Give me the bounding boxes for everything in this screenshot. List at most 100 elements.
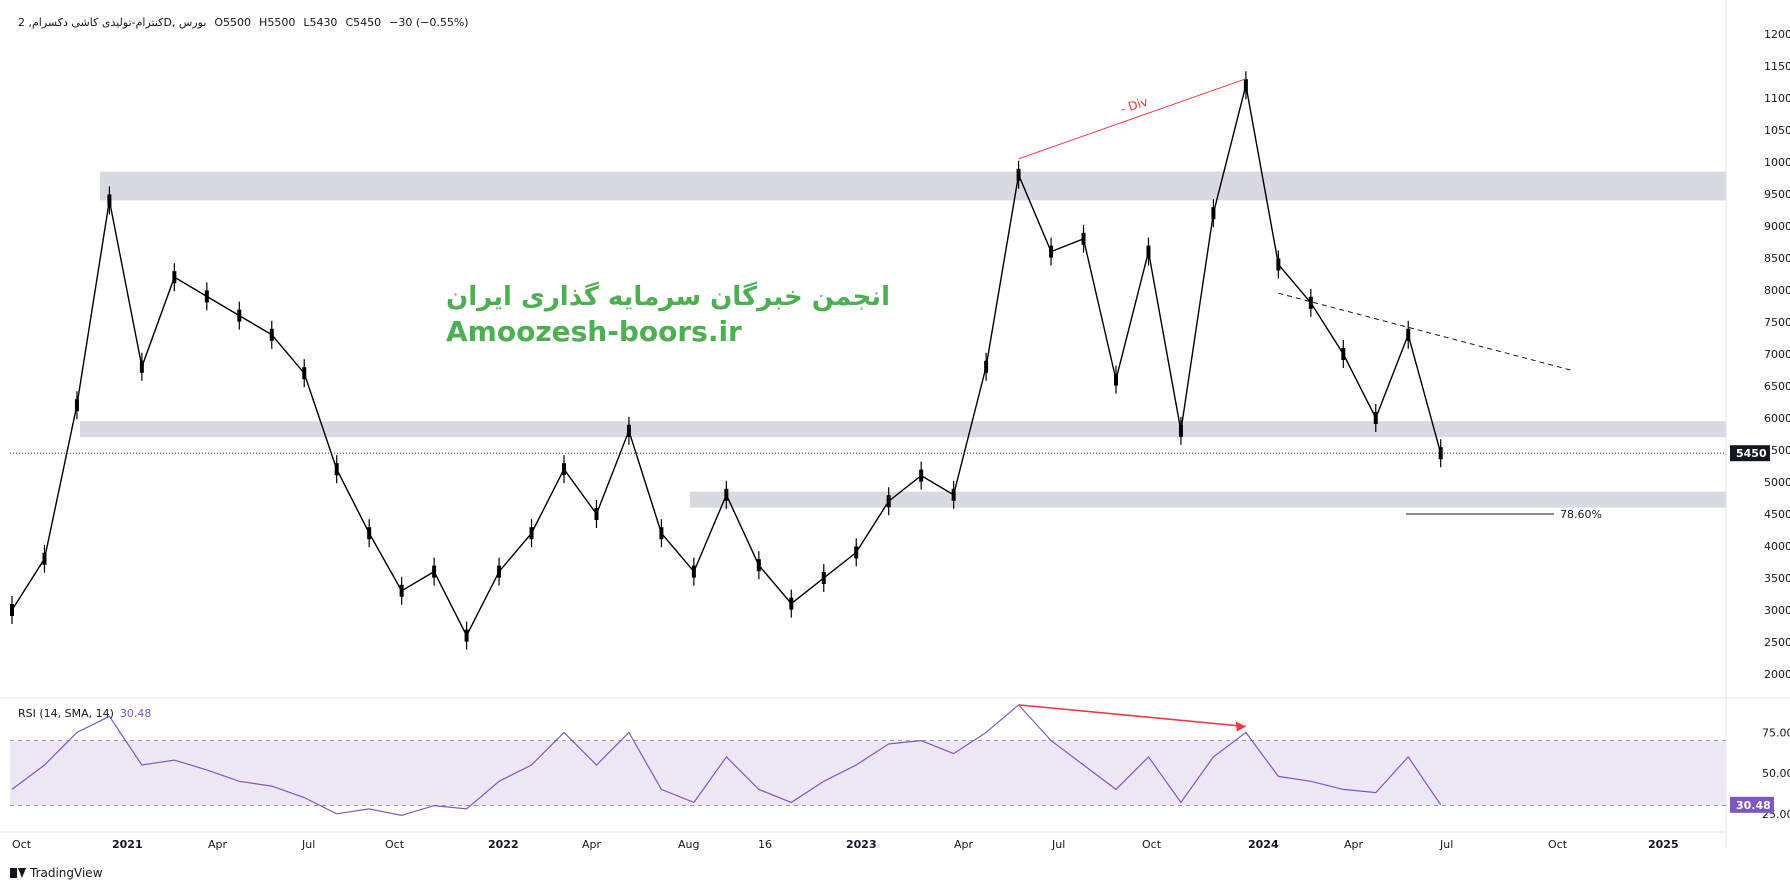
price-tick-5500: 5500 <box>1764 444 1790 457</box>
price-candle-21 <box>691 565 696 578</box>
price-candle-34 <box>1114 373 1118 386</box>
symbol-header: کنترام-تولیدی کاشی دکسرام, 2D, بورس O550… <box>18 16 469 29</box>
price-candle-4 <box>139 360 144 373</box>
watermark-site: Amoozesh-boors.ir <box>446 315 742 348</box>
price-tick-8500: 8500 <box>1764 252 1790 265</box>
divergence-label: - Div <box>1119 95 1150 117</box>
price-candle-11 <box>367 527 372 540</box>
price-candle-26 <box>854 546 859 559</box>
rsi-divergence-arrow <box>1018 704 1246 728</box>
time-tick-0: Oct <box>12 838 32 851</box>
ohlc-low: L5430 <box>303 16 338 29</box>
rsi-tick-75: 75.00 <box>1762 727 1790 740</box>
time-tick-12: Oct <box>1142 838 1162 851</box>
price-tick-10500: 10500 <box>1764 124 1790 137</box>
price-tick-3000: 3000 <box>1764 604 1790 617</box>
price-candle-3 <box>107 194 112 207</box>
price-candle-32 <box>1049 245 1054 258</box>
price-candle-12 <box>399 584 404 597</box>
time-tick-1: 2021 <box>112 838 143 851</box>
price-tick-10000: 10000 <box>1764 156 1790 169</box>
price-line <box>11 85 1442 638</box>
price-candle-28 <box>919 469 924 482</box>
ohlc-close: C5450 <box>345 16 382 29</box>
price-candle-6 <box>204 290 209 303</box>
rsi-line <box>11 704 1442 817</box>
price-candle-24 <box>789 597 794 610</box>
time-tick-4: Oct <box>385 838 405 851</box>
rsi-value-badge <box>1730 796 1774 813</box>
price-tick-2000: 2000 <box>1764 668 1790 681</box>
support-resistance-zones <box>80 171 1726 508</box>
price-tick-12000: 12000 <box>1764 28 1790 41</box>
price-candle-33 <box>1081 232 1086 245</box>
price-candle-37 <box>1211 207 1216 220</box>
price-candle-1 <box>42 552 47 565</box>
time-tick-9: 2023 <box>846 838 877 851</box>
price-candle-36 <box>1178 424 1183 437</box>
price-tick-11000: 11000 <box>1764 92 1790 105</box>
price-candle-10 <box>334 463 339 476</box>
price-candle-2 <box>74 399 79 412</box>
rsi-tick-50: 50.00 <box>1762 767 1790 780</box>
price-candle-20 <box>659 527 664 540</box>
price-candle-31 <box>1016 168 1021 181</box>
watermark-persian: انجمن خبرگان سرمایه گذاری ایران <box>446 282 890 312</box>
price-candle-25 <box>821 572 826 584</box>
price-candle-42 <box>1373 412 1378 424</box>
time-tick-16: Oct <box>1548 838 1568 851</box>
price-candle-27 <box>886 495 891 508</box>
rsi-band <box>10 740 1726 806</box>
price-tick-7000: 7000 <box>1764 348 1790 361</box>
time-axis[interactable]: Oct 2021 Apr Jul Oct 2022 Apr Aug 16 2023 Apr Jul Oc… <box>0 831 1726 851</box>
time-tick-3: Jul <box>301 838 315 851</box>
tradingview-logo-icon <box>10 868 26 878</box>
zone-1 <box>80 421 1726 438</box>
price-candle-15 <box>497 565 502 578</box>
time-tick-11: Jul <box>1051 838 1065 851</box>
footer-brand[interactable]: TradingView <box>10 866 103 880</box>
ohlc-open: O5500 <box>214 16 252 29</box>
price-candle-17 <box>562 463 566 476</box>
symbol-name[interactable]: کنترام-تولیدی کاشی دکسرام, 2D, بورس <box>18 16 207 29</box>
rsi-value: 30.48 <box>119 707 152 720</box>
price-tick-11500: 11500 <box>1764 60 1790 73</box>
time-tick-7: Aug <box>678 838 699 851</box>
time-tick-8: 16 <box>758 838 772 851</box>
price-tick-6500: 6500 <box>1764 380 1790 393</box>
price-axis[interactable]: 2000 2500 3000 3500 4000 4500 5000 5500 6000 6500… <box>0 0 1790 848</box>
price-candle-7 <box>237 309 242 322</box>
fib-label: 78.60% <box>1560 508 1602 521</box>
price-candle-40 <box>1308 296 1313 309</box>
rsi-label[interactable]: RSI (14, SMA, 14) <box>18 707 114 720</box>
price-candle-43 <box>1406 328 1411 341</box>
trend-line <box>1278 292 1571 371</box>
price-candle-0 <box>10 604 14 616</box>
rsi-arrowhead <box>1235 721 1246 732</box>
time-tick-17: 2025 <box>1648 838 1679 851</box>
price-tick-4000: 4000 <box>1764 540 1790 553</box>
price-candle-35 <box>1146 245 1151 258</box>
price-tick-2500: 2500 <box>1764 636 1790 649</box>
price-candle-19 <box>626 424 631 437</box>
price-candle-5 <box>172 271 177 284</box>
last-price-badge <box>1730 445 1770 462</box>
price-tick-5000: 5000 <box>1764 476 1790 489</box>
tradingview-brand: TradingView <box>30 866 103 880</box>
zone-0 <box>100 171 1726 201</box>
price-candle-9 <box>302 367 307 380</box>
price-candle-14 <box>464 629 469 642</box>
price-candle-44 <box>1438 447 1443 460</box>
price-change: −30 (−0.55%) <box>389 16 469 29</box>
rsi-value-label: 30.48 <box>1736 799 1771 812</box>
price-tick-8000: 8000 <box>1764 284 1790 297</box>
price-tick-9500: 9500 <box>1764 188 1790 201</box>
price-candle-16 <box>529 527 534 540</box>
last-price-label: 5450 <box>1736 447 1767 460</box>
price-candle-41 <box>1341 348 1346 360</box>
ohlc-high: H5500 <box>259 16 296 29</box>
price-candle-18 <box>594 508 599 520</box>
price-candle-8 <box>269 328 274 341</box>
